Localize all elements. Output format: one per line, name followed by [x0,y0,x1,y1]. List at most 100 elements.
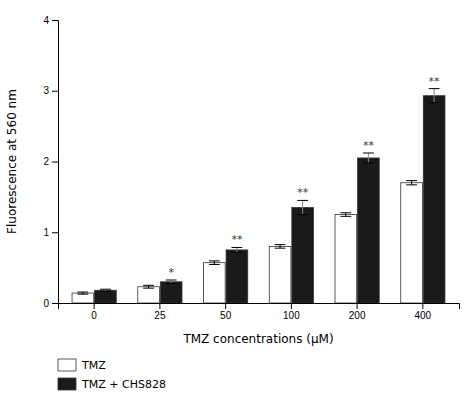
error-cap [363,162,374,163]
significance-label: ** [231,233,243,246]
error-bar [166,280,177,284]
x-tick-label: 200 [349,310,366,321]
x-tick-mark [357,303,358,309]
x-tick: 0 [91,303,97,321]
bar [269,246,291,303]
significance-label: ** [297,186,309,199]
y-tick: 0 [43,298,58,309]
legend-item: TMZ [58,359,106,372]
error-cap [340,212,351,213]
y-tick-label: 0 [43,298,49,309]
error-bar [275,245,286,249]
legend-item: TMZ + CHS828 [58,378,166,391]
y-tick-label: 3 [43,85,49,96]
error-line [236,247,237,252]
error-line [345,213,346,217]
y-tick-label: 4 [43,15,49,26]
error-bar [363,153,374,163]
error-cap [77,292,88,293]
error-bar [209,261,220,265]
error-line [214,261,215,265]
axis-line [52,21,59,304]
x-tick-label: 0 [91,310,97,321]
error-cap [297,214,308,215]
chart: 0123402550100200400*********TMZ concentr… [0,0,474,403]
legend-label: TMZ + CHS828 [81,378,166,391]
error-cap [100,291,111,292]
significance-label: * [168,266,174,279]
error-cap [275,248,286,249]
x-axis: 0 25 50 100 200 400 [59,303,460,321]
error-line [434,89,435,103]
error-cap [275,244,286,245]
y-tick-mark [52,162,58,163]
x-tick: 400 [415,303,432,321]
x-tick-label: 25 [154,310,166,321]
annotations: ********* [168,75,440,279]
y-tick: 1 [43,227,58,238]
bar [423,96,445,303]
x-tick: 100 [283,303,300,321]
x-tick-label: 50 [220,310,232,321]
legend-swatch [58,378,76,390]
bar [72,293,94,303]
error-cap [166,283,177,284]
significance-label: ** [363,139,375,152]
y-tick-mark [52,303,58,304]
error-cap [166,280,177,281]
bar [204,263,226,303]
legend-label: TMZ [81,359,106,372]
error-bar [297,200,308,214]
error-cap [100,289,111,290]
error-line [280,245,281,249]
bar [335,215,357,303]
error-cap [143,285,154,286]
error-bar [143,285,154,288]
x-tick: 25 [154,303,166,321]
bar [138,287,160,303]
error-line [411,181,412,185]
error-bar [231,247,242,252]
error-line [302,200,303,214]
error-bar [100,289,111,291]
x-axis-title: TMZ concentrations (μM) [182,332,333,346]
marks [72,89,445,303]
error-cap [231,252,242,253]
x-tick-mark [225,303,226,309]
error-cap [340,216,351,217]
error-line [368,153,369,163]
bar [226,250,248,303]
x-tick-mark [291,303,292,309]
x-tick-mark [159,303,160,309]
error-cap [297,200,308,201]
x-tick-mark [422,303,423,309]
y-tick: 2 [43,156,58,167]
error-cap [429,88,440,89]
error-cap [406,180,417,181]
error-cap [406,184,417,185]
y-tick: 3 [43,85,58,96]
error-bar [77,292,88,294]
bar [358,158,380,303]
series [95,89,445,303]
y-tick-mark [52,232,58,233]
error-cap [77,294,88,295]
error-bar [406,181,417,185]
error-line [171,280,172,284]
y-tick-label: 1 [43,227,49,238]
x-tick-label: 400 [415,310,432,321]
x-tick-mark [94,303,95,309]
bar [95,290,117,303]
error-cap [209,264,220,265]
y-axis-title: Fluorescence at 560 nm [5,89,19,234]
bar [160,282,182,303]
plot: 0123402550100200400********* [43,15,459,321]
error-cap [143,288,154,289]
error-cap [429,102,440,103]
y-tick-mark [52,91,58,92]
error-cap [209,260,220,261]
error-cap [363,153,374,154]
x-tick: 200 [349,303,366,321]
bar [292,207,314,303]
legend: TMZ TMZ + CHS828 [58,359,166,391]
